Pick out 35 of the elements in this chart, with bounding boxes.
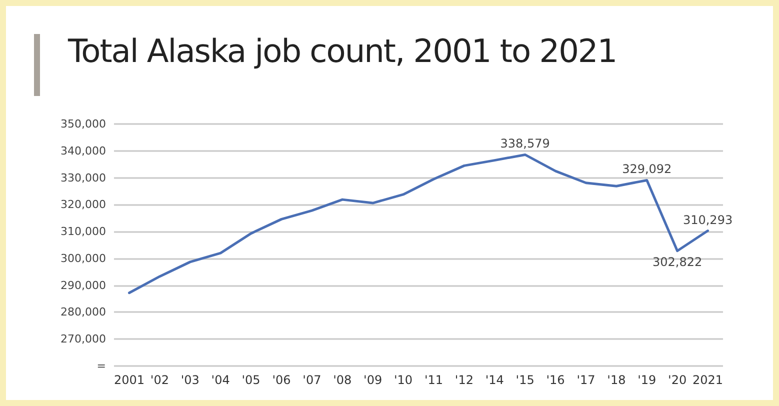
data-label: 310,293 — [682, 212, 733, 227]
x-tick-label: '19 — [638, 373, 656, 387]
x-tick-label: '18 — [607, 373, 626, 387]
x-tick-label: '15 — [516, 373, 534, 387]
y-tick-label: 280,000 — [60, 306, 106, 319]
data-label: 329,092 — [622, 162, 672, 176]
x-tick-label: '17 — [576, 373, 596, 387]
x-tick-label: '12 — [454, 373, 474, 387]
y-tick-label: 300,000 — [60, 252, 106, 265]
x-tick-label: '14 — [485, 373, 504, 387]
y-tick-label: 270,000 — [60, 332, 106, 346]
chart-title: Total Alaska job count, 2001 to 2021 — [68, 32, 617, 70]
data-label: 338,579 — [500, 136, 550, 151]
x-tick-label: '20 — [668, 373, 687, 387]
x-tick-label: 2001 — [114, 373, 144, 387]
y-tick-label: 320,000 — [60, 198, 106, 212]
y-tick-label: 340,000 — [60, 144, 106, 158]
y-tick-label: 310,000 — [60, 225, 106, 238]
x-tick-label: '08 — [333, 373, 352, 387]
data-label: 302,822 — [652, 254, 702, 269]
y-tick-label: = — [96, 360, 106, 372]
x-tick-label: 2021 — [692, 373, 724, 387]
x-tick-label: '05 — [242, 373, 260, 387]
x-tick-label: '06 — [272, 373, 291, 387]
x-tick-label: '16 — [546, 373, 565, 387]
x-tick-label: '03 — [180, 373, 200, 387]
x-tick-label: '10 — [394, 373, 413, 387]
y-tick-label: 290,000 — [60, 278, 106, 292]
y-tick-label: 330,000 — [60, 171, 106, 184]
x-tick-label: '11 — [424, 373, 444, 387]
x-tick-label: '09 — [364, 373, 382, 387]
x-tick-label: '04 — [211, 373, 230, 387]
y-tick-label: 350,000 — [60, 118, 106, 130]
x-tick-label: '07 — [302, 373, 322, 387]
x-tick-label: '02 — [150, 373, 169, 387]
